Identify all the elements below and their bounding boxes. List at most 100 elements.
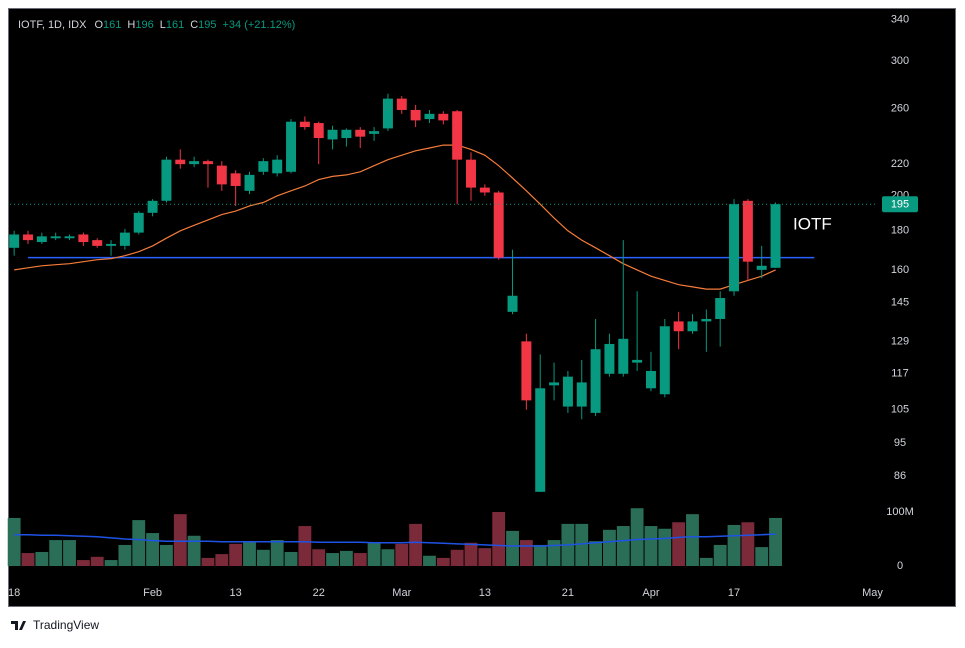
candle-body <box>770 204 781 268</box>
volume-bar <box>519 540 533 566</box>
candle-body <box>549 382 560 386</box>
change: +34 (+21.12%) <box>223 19 296 31</box>
volume-bar <box>575 523 589 566</box>
volume-bar <box>104 560 118 566</box>
y2-tick-label: 100M <box>886 506 914 518</box>
x-tick-label: 22 <box>313 587 325 599</box>
x-tick-label: Mar <box>392 587 411 599</box>
candle-body <box>216 165 227 185</box>
ohlc-prefix: O <box>94 19 103 31</box>
candle-body <box>64 236 75 239</box>
volume-ma-line <box>14 533 776 547</box>
y-tick-label: 260 <box>891 103 909 115</box>
candle-body <box>396 98 407 110</box>
x-tick-label: 17 <box>728 587 740 599</box>
candle-body <box>106 243 117 246</box>
volume-bar <box>243 542 256 566</box>
volume-bar <box>464 542 478 566</box>
volume-bar <box>713 544 727 566</box>
watermark: TradingView <box>33 618 99 632</box>
volume-bar <box>769 517 782 566</box>
last-price-label: 195 <box>891 199 909 211</box>
ohlc-value: 161 <box>166 19 184 31</box>
candle-body <box>562 376 573 407</box>
volume-bar <box>76 560 90 566</box>
x-tick-label: 13 <box>479 587 491 599</box>
marks-layer <box>7 93 878 566</box>
y2-tick-label: 0 <box>897 560 903 572</box>
candle-body <box>92 240 103 246</box>
candle-body <box>119 232 130 246</box>
volume-bar <box>21 553 35 566</box>
volume-bar <box>326 553 339 566</box>
candle-body <box>23 234 33 241</box>
ohlc-value: 196 <box>135 19 153 31</box>
candle-body <box>202 161 213 165</box>
y-tick-label: 145 <box>891 296 909 308</box>
volume-bar <box>118 544 132 566</box>
x-tick-label: 13 <box>230 587 242 599</box>
volume-bar <box>533 544 547 566</box>
candle-body <box>687 321 698 332</box>
volume-bar <box>90 556 104 566</box>
volume-bar <box>63 540 76 566</box>
candle-body <box>313 123 324 139</box>
candle-body <box>742 200 753 262</box>
candle-body <box>272 159 283 174</box>
tradingview-logo: TradingView <box>11 618 99 632</box>
volume-bar <box>506 530 519 566</box>
labels-layer: 8695105117129145160180200220260300340010… <box>8 14 918 599</box>
candle-body <box>521 341 532 401</box>
volume-bar <box>298 526 312 566</box>
volume-bar <box>492 512 506 566</box>
volume-bar <box>755 547 769 566</box>
volume-bar <box>229 543 243 566</box>
volume-bar <box>49 540 63 566</box>
volume-bar <box>367 542 381 566</box>
candle-body <box>618 338 629 374</box>
volume-bar <box>409 523 423 566</box>
candle-body <box>175 159 186 165</box>
ma-line <box>14 144 776 290</box>
candle-body <box>438 113 449 121</box>
ohlc-value: 161 <box>103 19 121 31</box>
candle-body <box>244 174 255 191</box>
candle-body <box>673 321 684 332</box>
candle-body <box>341 129 352 139</box>
candle-body <box>645 370 656 389</box>
volume-bar <box>603 529 616 566</box>
candle-body <box>189 161 200 165</box>
candle-body <box>9 234 20 248</box>
candle-body <box>729 204 740 292</box>
ohlc-prefix: H <box>127 19 135 31</box>
ohlc-value: 195 <box>198 19 216 31</box>
candle-body <box>147 200 158 213</box>
volume-bar <box>146 533 160 566</box>
candle-body <box>258 161 269 172</box>
volume-bar <box>201 557 215 566</box>
x-tick-label: May <box>862 587 883 599</box>
volume-bar <box>547 540 561 566</box>
candle-body <box>286 121 297 172</box>
candle-body <box>299 121 310 128</box>
ohlc-prefix: C <box>190 19 198 31</box>
y-tick-label: 95 <box>894 437 906 449</box>
candle-body <box>36 236 47 243</box>
candle-body <box>466 159 476 188</box>
volume-bar <box>741 522 755 566</box>
volume-bar <box>672 522 686 566</box>
candle-body <box>576 382 587 407</box>
volume-bar <box>630 508 644 566</box>
volume-bar <box>423 555 436 566</box>
x-tick-label: 18 <box>8 587 20 599</box>
candle-body <box>410 109 421 121</box>
volume-bar <box>589 541 603 566</box>
x-tick-label: Feb <box>143 587 162 599</box>
symbol-header: IOTF, 1D, IDX O161 H196 L161 C195 +34 (+21.12… <box>18 19 295 31</box>
volume-bar <box>644 526 658 566</box>
y-tick-label: 117 <box>891 368 909 380</box>
volume-bar <box>7 517 21 566</box>
volume-bar <box>339 550 353 566</box>
volume-bar <box>478 548 492 566</box>
